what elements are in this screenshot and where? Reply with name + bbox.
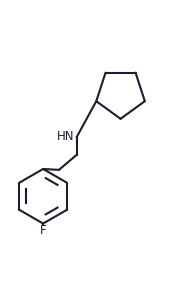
Text: HN: HN [57,130,75,143]
Text: F: F [40,224,46,237]
